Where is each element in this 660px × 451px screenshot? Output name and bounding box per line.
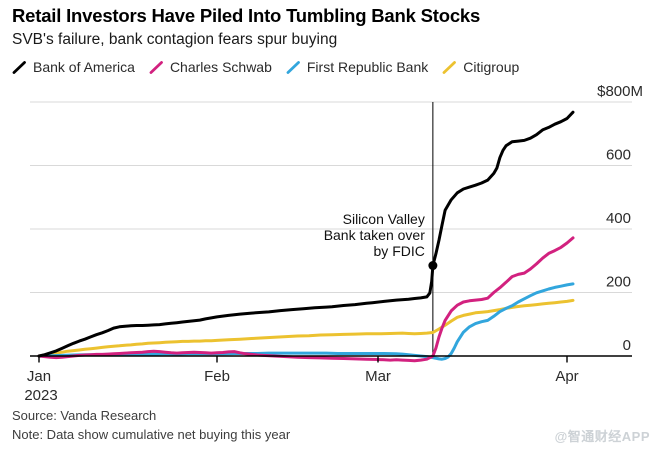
legend-slash-icon bbox=[442, 60, 457, 74]
legend-item-charles-schwab: Charles Schwab bbox=[149, 59, 272, 75]
legend-slash-icon bbox=[286, 60, 300, 74]
series-line-charles-schwab bbox=[37, 236, 575, 363]
event-annotation-line: Bank taken over bbox=[324, 227, 426, 243]
event-annotation-line: by FDIC bbox=[374, 243, 425, 259]
y-axis-label: 400 bbox=[606, 210, 631, 227]
chart-title: Retail Investors Have Piled Into Tumblin… bbox=[12, 5, 481, 26]
x-tick-label: Mar bbox=[365, 368, 391, 385]
x-tick-label: Apr bbox=[555, 368, 578, 385]
legend-item-bank-of-america: Bank of America bbox=[12, 59, 135, 75]
series-line-bank-of-america bbox=[37, 110, 575, 358]
series-line-citigroup bbox=[37, 298, 575, 358]
legend-item-citigroup: Citigroup bbox=[442, 59, 519, 75]
legend-label: Bank of America bbox=[33, 59, 135, 75]
watermark: @智通财经APP bbox=[554, 429, 650, 444]
note-text: Note: Data show cumulative net buying th… bbox=[12, 427, 291, 442]
legend-slash-icon bbox=[12, 60, 26, 74]
source-text: Source: Vanda Research bbox=[12, 408, 157, 423]
legend-label: Citigroup bbox=[463, 59, 520, 75]
y-axis-label: 600 bbox=[606, 147, 631, 164]
legend-item-first-republic-bank: First Republic Bank bbox=[286, 59, 428, 75]
legend-slash-icon bbox=[149, 60, 163, 74]
year-label: 2023 bbox=[24, 387, 57, 404]
legend: Bank of America Charles Schwab First Repub… bbox=[12, 59, 519, 75]
chart-subtitle: SVB's failure, bank contagion fears spur… bbox=[12, 31, 338, 48]
x-tick-label: Feb bbox=[204, 368, 230, 385]
legend-label: Charles Schwab bbox=[169, 59, 272, 75]
legend-label: First Republic Bank bbox=[306, 59, 429, 75]
event-annotation-line: Silicon Valley bbox=[343, 211, 425, 227]
y-axis-label: 200 bbox=[606, 274, 631, 291]
footer: Source: Vanda Research Note: Data show c… bbox=[12, 406, 290, 444]
event-marker-dot bbox=[428, 261, 438, 271]
y-axis-label: $800M bbox=[597, 85, 643, 100]
x-tick-label: Jan bbox=[27, 368, 51, 385]
y-axis-label: 0 bbox=[623, 337, 631, 354]
series-line-first-republic-bank bbox=[37, 282, 575, 361]
